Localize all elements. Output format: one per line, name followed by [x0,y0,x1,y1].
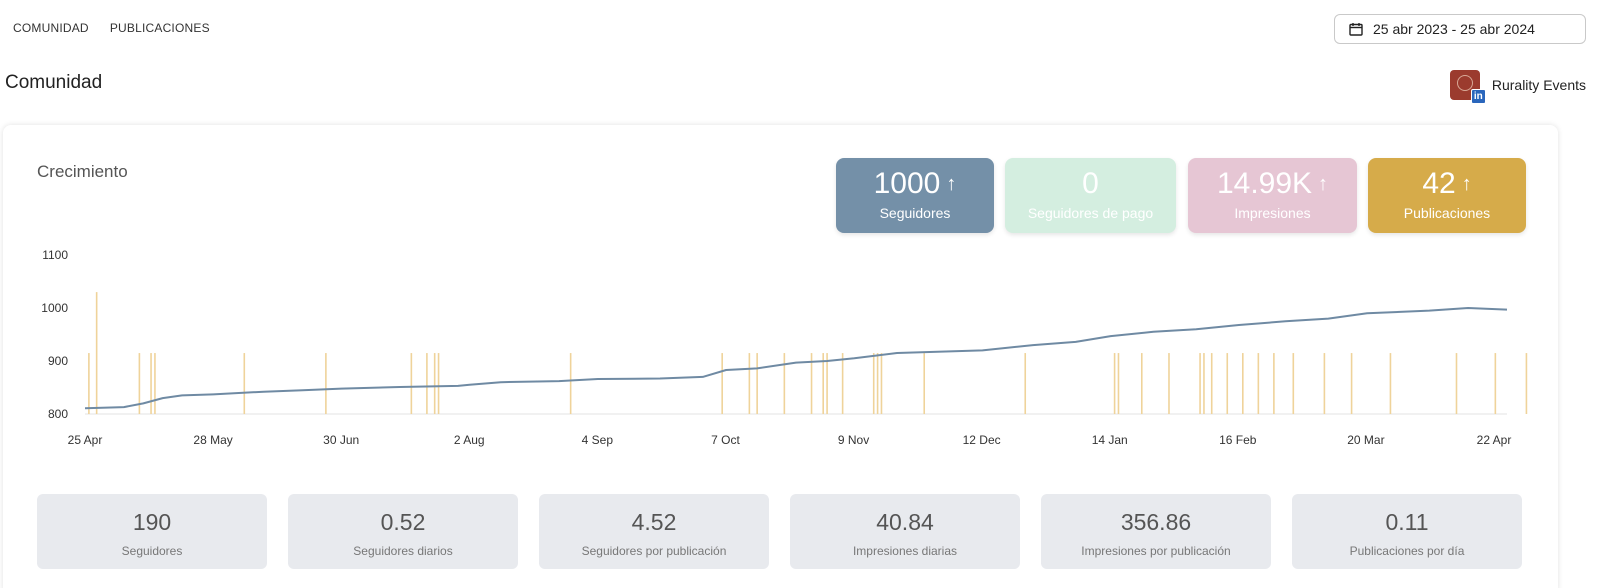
x-tick-label: 25 Apr [68,433,103,447]
y-tick-label: 800 [48,407,68,421]
nav-publicaciones[interactable]: PUBLICACIONES [109,21,210,35]
y-tick-label: 1100 [42,248,68,262]
arrow-up-icon: ↑ [1461,173,1472,195]
growth-chart: 800 900 1000 1100 25 Apr 28 May 30 Jun 2 Aug 4 S… [41,248,1528,447]
x-tick-label: 7 Oct [711,433,740,447]
followers-line [84,307,1508,410]
metric-label: Publicaciones por día [1349,544,1465,558]
kpi-label: Seguidores [879,205,951,221]
metric-label: Seguidores [121,544,183,558]
metric-label: Impresiones por publicación [1081,544,1231,558]
nav-comunidad[interactable]: COMUNIDAD [13,21,89,35]
kpi-value: 0 [1082,167,1099,200]
metric-value: 40.84 [876,509,934,535]
calendar-icon [1349,23,1363,36]
metric-card: 190 Seguidores [37,494,267,569]
kpi-seguidores-de-pago[interactable]: 0 Seguidores de pago [1005,158,1176,233]
x-tick-label: 2 Aug [454,433,485,447]
kpi-publicaciones[interactable]: 42 ↑ Publicaciones [1368,158,1526,233]
date-range-label: 25 abr 2023 - 25 abr 2024 [1373,21,1535,37]
kpi-value: 1000 [873,167,941,200]
arrow-up-icon: ↑ [946,173,957,195]
metric-label: Seguidores por publicación [581,544,727,558]
metric-value: 0.11 [1385,509,1429,535]
page-title: Comunidad [5,72,103,93]
metric-label: Seguidores diarios [353,544,453,558]
x-tick-label: 12 Dec [963,433,1001,447]
metric-value: 356.86 [1120,509,1192,535]
metric-card: 0.11 Publicaciones por día [1292,494,1522,569]
kpi-value: 14.99K [1216,167,1313,200]
kpi-seguidores[interactable]: 1000 ↑ Seguidores [836,158,994,233]
y-tick-label: 900 [48,354,68,368]
metrics-row: 190 Seguidores 0.52 Seguidores diarios 4… [37,494,1522,569]
x-tick-label: 28 May [193,433,232,447]
metric-value: 190 [132,509,172,535]
kpi-label: Impresiones [1234,205,1311,221]
metric-label: Impresiones diarias [852,544,958,558]
date-range-picker[interactable]: 25 abr 2023 - 25 abr 2024 [1334,14,1586,44]
kpi-label: Publicaciones [1403,205,1491,221]
account-selector[interactable]: in Rurality Events [1449,70,1586,104]
metric-value: 4.52 [631,509,677,535]
x-tick-label: 14 Jan [1092,433,1128,447]
kpi-value: 42 [1422,167,1456,200]
x-tick-label: 9 Nov [838,433,869,447]
account-name: Rurality Events [1491,77,1586,93]
metric-card: 0.52 Seguidores diarios [288,494,518,569]
kpi-label: Seguidores de pago [1027,205,1154,221]
avatar: in [1449,70,1486,104]
x-tick-label: 22 Apr [1477,433,1512,447]
section-title: Crecimiento [37,162,128,181]
x-tick-label: 20 Mar [1347,433,1384,447]
x-tick-label: 4 Sep [582,433,614,447]
x-tick-label: 16 Feb [1219,433,1257,447]
metric-card: 356.86 Impresiones por publicación [1041,494,1271,569]
linkedin-icon: in [1470,89,1486,104]
top-nav: COMUNIDAD PUBLICACIONES [13,21,210,35]
kpi-impresiones[interactable]: 14.99K ↑ Impresiones [1188,158,1357,233]
y-tick-label: 1000 [41,301,68,315]
arrow-up-icon: ↑ [1318,173,1329,195]
metric-card: 4.52 Seguidores por publicación [539,494,769,569]
metric-card: 40.84 Impresiones diarias [790,494,1020,569]
metric-value: 0.52 [380,509,426,535]
x-tick-label: 30 Jun [323,433,359,447]
